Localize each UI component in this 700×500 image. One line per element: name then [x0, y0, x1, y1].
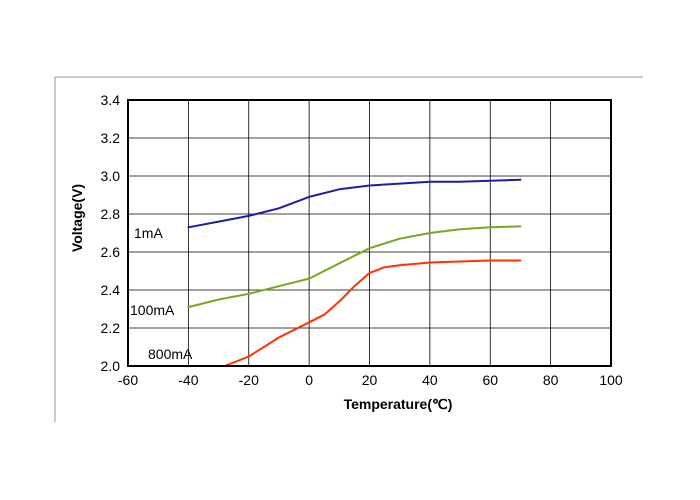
series-line-1ma	[187, 178, 522, 229]
series-line-100ma	[187, 225, 522, 309]
x-tick-label: -60	[118, 372, 138, 388]
x-tick-label: 80	[543, 372, 559, 388]
x-tick-label: 0	[305, 372, 313, 388]
x-tick-label: 20	[362, 372, 378, 388]
plot-area-border	[127, 99, 612, 367]
y-tick-label: 2.2	[101, 320, 121, 336]
grid	[128, 99, 611, 366]
x-axis-title: Temperature(℃)	[344, 396, 453, 412]
series-line-800ma	[223, 259, 522, 367]
x-tick-label: -20	[239, 372, 259, 388]
y-tick-labels: 2.0 2.2 2.4 2.6 2.8 3.0 3.2 3.4	[101, 92, 121, 374]
y-axis-title: Voltage(V)	[69, 184, 85, 252]
x-tick-label: 40	[422, 372, 438, 388]
x-tick-label: 100	[599, 372, 623, 388]
y-tick-label: 2.4	[101, 282, 121, 298]
y-tick-label: 2.6	[101, 244, 121, 260]
series-lines	[187, 178, 522, 367]
series-label-800ma: 800mA	[148, 346, 193, 362]
x-tick-label: 60	[482, 372, 498, 388]
y-tick-label: 3.0	[101, 168, 121, 184]
y-tick-label: 3.4	[101, 92, 121, 108]
series-label-100ma: 100mA	[130, 302, 175, 318]
x-tick-labels: -60 -40 -20 0 20 40 60 80 100	[118, 372, 623, 388]
series-label-1ma: 1mA	[134, 225, 163, 241]
x-tick-label: -40	[178, 372, 198, 388]
y-tick-label: 2.8	[101, 206, 121, 222]
y-tick-label: 2.0	[101, 358, 121, 374]
y-tick-label: 3.2	[101, 130, 121, 146]
